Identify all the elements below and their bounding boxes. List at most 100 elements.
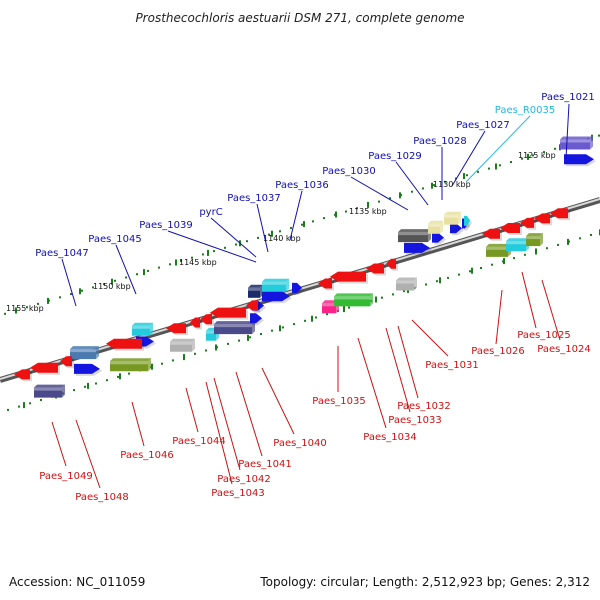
tick-mark: [471, 267, 473, 274]
gene-feature: [404, 242, 432, 255]
tick-dot: [466, 174, 468, 177]
tick-mark: [503, 258, 505, 265]
gene-feature: [334, 293, 373, 307]
tick-dot: [458, 273, 460, 276]
tick-mark: [111, 278, 113, 285]
tick-mark: [439, 277, 441, 284]
gene-label: Paes_1035: [312, 396, 366, 407]
gene-feature: [190, 317, 202, 330]
tick-dot: [205, 349, 207, 352]
gene-feature: [432, 232, 446, 245]
tick-mark: [367, 201, 369, 208]
tick-dot: [238, 339, 240, 342]
gene-feature: [106, 338, 144, 351]
tick-dot: [348, 306, 350, 309]
tick-dot: [557, 243, 559, 246]
gene-feature: [318, 278, 334, 291]
tick-dot: [546, 247, 548, 250]
gene-label: Paes_1045: [88, 234, 142, 245]
tick-dot: [598, 134, 600, 137]
tick-dot: [315, 316, 317, 319]
tick-dot: [117, 375, 119, 378]
leader-line: [75, 419, 101, 489]
gene-label: Paes_1031: [425, 360, 479, 371]
leader-line: [521, 271, 537, 329]
gene-feature: [250, 313, 264, 326]
leader-line: [451, 130, 486, 187]
gene-label: Paes_1047: [35, 248, 89, 259]
tick-label: 1130 kbp: [433, 180, 471, 189]
gene-label: Paes_1021: [541, 92, 595, 103]
gene-label: Paes_1032: [397, 401, 451, 412]
tick-dot: [136, 273, 138, 276]
gene-label: Paes_1041: [238, 459, 292, 470]
gene-feature: [132, 322, 153, 336]
tick-dot: [279, 230, 281, 233]
gene-label: Paes_1025: [517, 330, 571, 341]
leader-line: [261, 367, 295, 435]
gene-feature: [526, 233, 543, 247]
tick-dot: [103, 283, 105, 286]
tick-label: 1135 kbp: [349, 207, 387, 216]
gene-label: Paes_1036: [275, 180, 329, 191]
gene-label: Paes_1037: [227, 193, 281, 204]
tick-mark: [47, 297, 49, 304]
tick-dot: [312, 220, 314, 223]
tick-dot: [469, 270, 471, 273]
tick-mark: [495, 163, 497, 170]
map-title: Prosthecochloris aestuarii DSM 271, comp…: [135, 11, 464, 25]
tick-mark: [215, 344, 217, 351]
gene-feature: [428, 220, 443, 234]
tick-mark: [15, 307, 17, 314]
tick-dot: [521, 157, 523, 160]
leader-line: [213, 377, 241, 471]
gene-feature: [398, 229, 431, 243]
tick-dot: [271, 329, 273, 332]
gene-label: Paes_1030: [322, 166, 376, 177]
tick-dot: [513, 257, 515, 260]
gene-label: Paes_1028: [413, 136, 467, 147]
tick-dot: [249, 336, 251, 339]
leader-line: [235, 371, 263, 457]
gene-feature: [166, 323, 188, 336]
tick-dot: [7, 408, 9, 411]
tick-dot: [532, 154, 534, 157]
tick-label: 1140 kbp: [263, 234, 301, 243]
gene-label: Paes_1034: [363, 432, 417, 443]
leader-line: [61, 258, 77, 307]
tick-label: 1150 kbp: [93, 282, 131, 291]
gene-label: Paes_1027: [456, 120, 510, 131]
leader-line: [541, 279, 561, 341]
leader-line: [411, 319, 449, 357]
tick-dot: [213, 250, 215, 253]
leader-line: [210, 217, 257, 258]
tick-dot: [70, 293, 72, 295]
tick-dot: [125, 276, 127, 279]
tick-mark: [23, 402, 25, 409]
tick-mark: [87, 382, 89, 389]
tick-dot: [323, 217, 325, 220]
tick-dot: [345, 210, 347, 213]
gene-feature: [560, 136, 593, 150]
leader-line: [397, 325, 419, 399]
leader-line: [167, 230, 257, 263]
tick-dot: [40, 399, 42, 401]
leader-line: [115, 244, 137, 295]
tick-dot: [257, 236, 259, 239]
tick-label: 1155 kbp: [6, 304, 44, 313]
tick-dot: [106, 379, 108, 382]
tick-mark: [343, 306, 345, 313]
gene-feature: [200, 314, 214, 327]
tick-mark: [535, 248, 537, 255]
tick-dot: [114, 279, 116, 282]
tick-dot: [326, 313, 328, 316]
gene-feature: [450, 223, 464, 236]
tick-dot: [158, 266, 160, 269]
gene-labels: 1125 kbp 1130 kbp 1135 kbp 1140 kbp 1145 kbp…: [6, 92, 595, 503]
tick-dot: [260, 333, 262, 335]
tick-dot: [444, 180, 446, 183]
tick-dot: [246, 240, 248, 243]
tick-dot: [301, 223, 303, 226]
tick-dot: [304, 319, 306, 322]
